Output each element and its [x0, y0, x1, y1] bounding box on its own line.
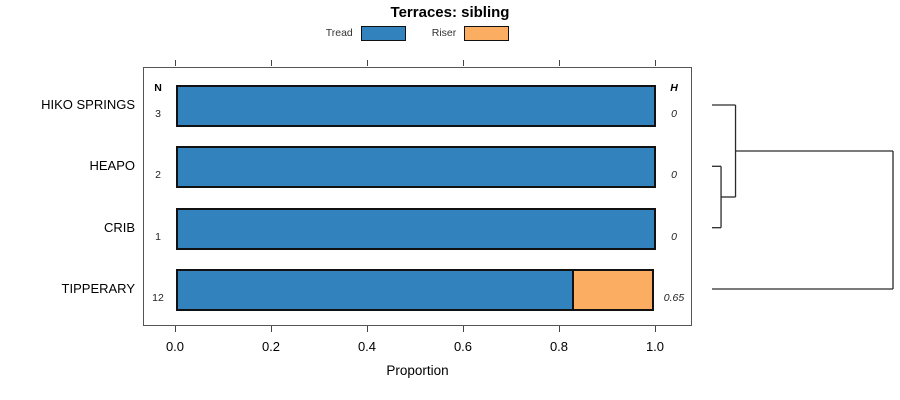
bar-segment-tread [176, 85, 656, 127]
x-tick-label: 0.2 [261, 339, 281, 354]
x-tick-top [655, 60, 656, 66]
n-column-header: N [154, 82, 162, 94]
legend-label-tread: Tread [325, 27, 353, 39]
category-label-hiko-springs: HIKO SPRINGS [41, 97, 135, 112]
x-tick-label: 1.0 [645, 339, 665, 354]
dendrogram [712, 104, 894, 290]
n-value: 1 [155, 230, 161, 243]
legend-swatch-tread [360, 25, 406, 41]
h-value: 0 [671, 169, 677, 182]
legend-item-riser: Riser [431, 25, 510, 41]
category-label-tipperary: TIPPERARY [61, 281, 135, 296]
x-tick-label: 0.4 [357, 339, 377, 354]
x-tick-label: 0.6 [453, 339, 473, 354]
x-tick-top [367, 60, 368, 66]
bar-segment-tread [176, 146, 656, 189]
x-tick-label: 0.8 [549, 339, 569, 354]
legend-swatch-riser [464, 25, 510, 41]
category-label-crib: CRIB [103, 219, 135, 235]
x-tick-top [175, 60, 176, 66]
chart-title: Terraces: sibling [390, 4, 510, 21]
legend-label-riser: Riser [431, 27, 457, 39]
n-value: 3 [155, 108, 161, 120]
x-tick-bottom [367, 326, 368, 332]
x-tick-top [559, 60, 560, 66]
x-axis-label: Proportion [386, 363, 449, 378]
x-tick-label: 0.0 [165, 339, 185, 354]
x-tick-top [271, 60, 272, 66]
bar-segment-tread [176, 207, 656, 250]
x-tick-bottom [271, 326, 272, 332]
category-label-heapo: HEAPO [89, 158, 135, 174]
n-value: 12 [152, 292, 164, 304]
x-tick-bottom [463, 326, 464, 332]
bar-row-heapo [176, 146, 656, 189]
n-value: 2 [155, 169, 161, 182]
x-tick-bottom [655, 326, 656, 332]
bar-row-tipperary [176, 269, 656, 311]
h-value: 0 [671, 230, 677, 243]
bar-segment-riser [572, 269, 654, 311]
bar-segment-tread [176, 269, 575, 311]
legend: Tread Riser [143, 24, 692, 42]
x-tick-bottom [559, 326, 560, 332]
plot-box: N H 3 0 2 0 1 0 12 0.65 [143, 67, 692, 326]
bar-row-hiko-springs [176, 85, 656, 127]
h-value: 0.65 [663, 292, 685, 304]
x-tick-top [463, 60, 464, 66]
legend-item-tread: Tread [325, 25, 406, 41]
x-tick-bottom [175, 326, 176, 332]
h-column-header: H [670, 82, 678, 94]
bar-row-crib [176, 207, 656, 250]
h-value: 0 [671, 108, 677, 120]
